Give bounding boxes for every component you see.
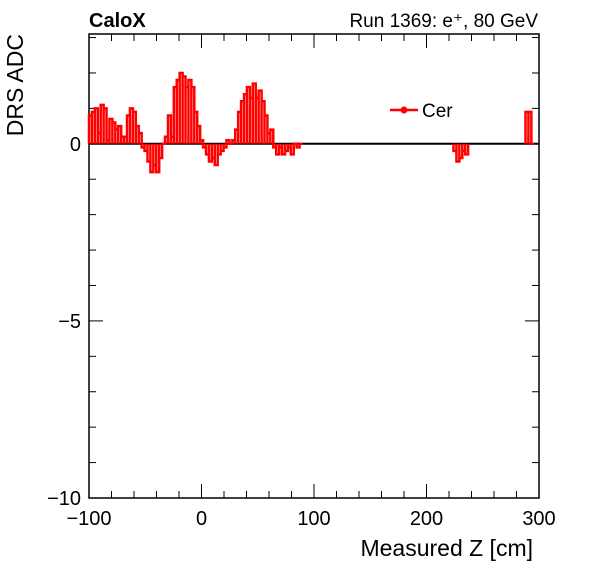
y-tick-label: 0 bbox=[70, 134, 81, 156]
series-line-cer bbox=[87, 71, 303, 174]
header-right-label: Run 1369: e⁺, 80 GeV bbox=[349, 11, 538, 32]
series-line-cer-2 bbox=[452, 143, 470, 163]
series-line-cer-3 bbox=[524, 110, 535, 146]
legend-marker-cer bbox=[400, 106, 408, 114]
legend: Cer bbox=[390, 101, 453, 122]
x-tick-label: 0 bbox=[196, 508, 207, 530]
plot-frame bbox=[88, 33, 540, 499]
y-tick-label: −5 bbox=[58, 311, 81, 333]
y-axis-title: DRS ADC bbox=[2, 34, 28, 136]
x-tick-label: 200 bbox=[410, 508, 443, 530]
x-tick-label: 300 bbox=[522, 508, 555, 530]
header-left-label: CaloX bbox=[89, 10, 146, 32]
legend-label-cer: Cer bbox=[422, 101, 453, 122]
y-axis-tick-labels: −10 −5 0 bbox=[47, 134, 81, 510]
x-tick-label: 100 bbox=[297, 508, 330, 530]
x-tick-label: −100 bbox=[66, 508, 111, 530]
x-axis-tick-labels: −100 0 100 200 300 bbox=[66, 508, 555, 530]
x-axis-ticks bbox=[88, 34, 540, 498]
y-axis-ticks bbox=[89, 37, 539, 499]
series-group bbox=[87, 71, 535, 174]
y-tick-label: −10 bbox=[47, 488, 81, 510]
x-axis-title: Measured Z [cm] bbox=[360, 535, 533, 561]
